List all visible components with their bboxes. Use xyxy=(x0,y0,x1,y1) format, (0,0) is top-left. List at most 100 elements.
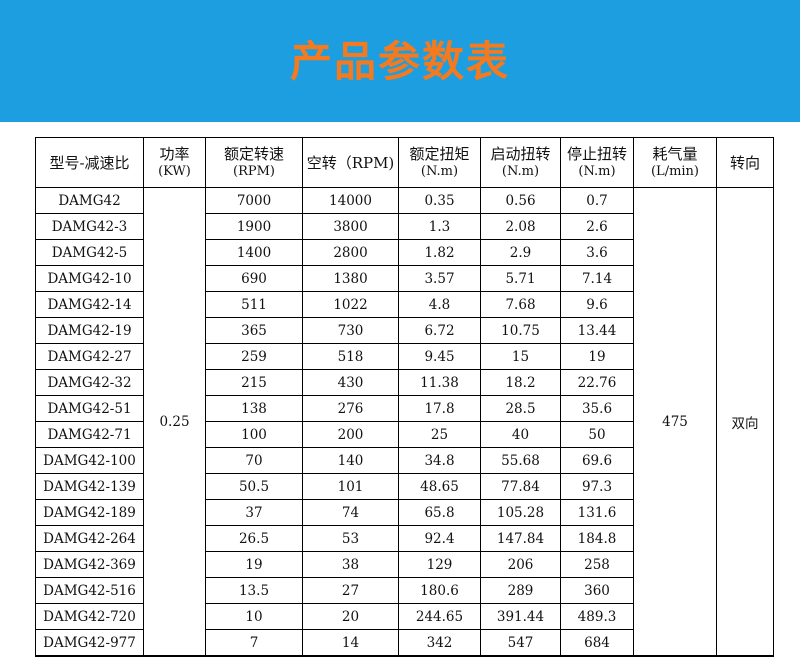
cell-start-torque: 391.44 xyxy=(480,603,561,630)
cell-model: DAMG42-3 xyxy=(35,213,144,240)
table-row: DAMG42-100 70 140 34.8 55.68 69.6 xyxy=(35,447,774,474)
cell-start-torque: 77.84 xyxy=(480,473,561,500)
cell-idle-speed: 14 xyxy=(302,629,399,657)
cell-start-torque: 15 xyxy=(480,343,561,370)
header-air-consumption: 耗气量 (L/min) xyxy=(633,137,717,188)
table-row: DAMG42 0.25 7000 14000 0.35 0.56 0.7 475 双向 xyxy=(35,187,774,657)
cell-idle-speed: 430 xyxy=(302,369,399,396)
cell-start-torque: 2.9 xyxy=(480,239,561,266)
cell-idle-speed: 1380 xyxy=(302,265,399,292)
cell-power: 0.25 xyxy=(143,187,206,657)
cell-model: DAMG42-10 xyxy=(35,265,144,292)
cell-stall-torque: 97.3 xyxy=(560,473,634,500)
cell-rated-torque: 1.82 xyxy=(398,239,481,266)
cell-stall-torque: 489.3 xyxy=(560,603,634,630)
cell-start-torque: 40 xyxy=(480,421,561,448)
header-unit: (N.m) xyxy=(420,163,459,179)
cell-stall-torque: 7.14 xyxy=(560,265,634,292)
cell-model: DAMG42-100 xyxy=(35,447,144,474)
cell-rated-torque: 3.57 xyxy=(398,265,481,292)
header-unit: (KW) xyxy=(158,163,191,179)
cell-idle-speed: 518 xyxy=(302,343,399,370)
cell-stall-torque: 50 xyxy=(560,421,634,448)
header-label: 空转（RPM) xyxy=(306,153,395,172)
cell-start-torque: 28.5 xyxy=(480,395,561,422)
cell-model: DAMG42-720 xyxy=(35,603,144,630)
header-banner xyxy=(0,0,800,122)
cell-start-torque: 5.71 xyxy=(480,265,561,292)
cell-stall-torque: 2.6 xyxy=(560,213,634,240)
table-row: DAMG42-977 7 14 342 547 684 xyxy=(35,629,774,657)
cell-rated-speed: 511 xyxy=(205,291,303,318)
header-label: 耗气量 xyxy=(652,144,698,163)
table-row: DAMG42-14 511 1022 4.8 7.68 9.6 xyxy=(35,291,774,318)
cell-model: DAMG42-5 xyxy=(35,239,144,266)
cell-idle-speed: 276 xyxy=(302,395,399,422)
cell-idle-speed: 38 xyxy=(302,551,399,578)
cell-rated-torque: 25 xyxy=(398,421,481,448)
cell-idle-speed: 730 xyxy=(302,317,399,344)
header-label: 额定转速 xyxy=(223,144,284,163)
cell-model: DAMG42-139 xyxy=(35,473,144,500)
cell-start-torque: 147.84 xyxy=(480,525,561,552)
cell-stall-torque: 22.76 xyxy=(560,369,634,396)
header-label: 功率 xyxy=(159,144,190,163)
header-rated-speed: 额定转速 (RPM) xyxy=(205,137,303,188)
header-rated-torque: 额定扭矩 (N.m) xyxy=(398,137,481,188)
cell-rated-torque: 34.8 xyxy=(398,447,481,474)
cell-rated-torque: 92.4 xyxy=(398,525,481,552)
cell-model: DAMG42-369 xyxy=(35,551,144,578)
cell-start-torque: 0.56 xyxy=(480,187,561,214)
cell-model: DAMG42-51 xyxy=(35,395,144,422)
cell-model: DAMG42 xyxy=(35,187,144,214)
cell-stall-torque: 131.6 xyxy=(560,499,634,526)
cell-rated-speed: 7 xyxy=(205,629,303,657)
cell-start-torque: 547 xyxy=(480,629,561,657)
cell-start-torque: 289 xyxy=(480,577,561,604)
cell-rated-torque: 244.65 xyxy=(398,603,481,630)
page-title: 产品参数表 xyxy=(289,37,510,86)
cell-rated-torque: 17.8 xyxy=(398,395,481,422)
cell-stall-torque: 13.44 xyxy=(560,317,634,344)
table-row: DAMG42-10 690 1380 3.57 5.71 7.14 xyxy=(35,265,774,292)
cell-model: DAMG42-32 xyxy=(35,369,144,396)
table-row: DAMG42-27 259 518 9.45 15 19 xyxy=(35,343,774,370)
header-label: 转向 xyxy=(729,153,760,172)
cell-model: DAMG42-189 xyxy=(35,499,144,526)
cell-rated-speed: 70 xyxy=(205,447,303,474)
table-row: DAMG42-5 1400 2800 1.82 2.9 3.6 xyxy=(35,239,774,266)
header-unit: (L/min) xyxy=(650,163,699,179)
cell-stall-torque: 69.6 xyxy=(560,447,634,474)
cell-model: DAMG42-14 xyxy=(35,291,144,318)
cell-idle-speed: 74 xyxy=(302,499,399,526)
cell-idle-speed: 53 xyxy=(302,525,399,552)
cell-idle-speed: 1022 xyxy=(302,291,399,318)
cell-model: DAMG42-977 xyxy=(35,629,144,657)
cell-idle-speed: 101 xyxy=(302,473,399,500)
table-row: DAMG42-32 215 430 11.38 18.2 22.76 xyxy=(35,369,774,396)
cell-rated-speed: 1400 xyxy=(205,239,303,266)
cell-direction: 双向 xyxy=(716,187,774,657)
cell-idle-speed: 20 xyxy=(302,603,399,630)
cell-rated-speed: 19 xyxy=(205,551,303,578)
cell-start-torque: 18.2 xyxy=(480,369,561,396)
cell-start-torque: 2.08 xyxy=(480,213,561,240)
cell-rated-speed: 7000 xyxy=(205,187,303,214)
cell-idle-speed: 27 xyxy=(302,577,399,604)
header-label: 停止扭转 xyxy=(566,144,627,163)
cell-stall-torque: 360 xyxy=(560,577,634,604)
header-model: 型号-减速比 xyxy=(35,137,144,188)
cell-stall-torque: 19 xyxy=(560,343,634,370)
cell-rated-speed: 10 xyxy=(205,603,303,630)
cell-air-consumption: 475 xyxy=(633,187,717,657)
cell-start-torque: 7.68 xyxy=(480,291,561,318)
header-unit: (N.m) xyxy=(501,163,540,179)
cell-rated-speed: 100 xyxy=(205,421,303,448)
cell-rated-torque: 342 xyxy=(398,629,481,657)
header-label: 启动扭转 xyxy=(490,144,551,163)
cell-rated-torque: 1.3 xyxy=(398,213,481,240)
cell-rated-speed: 138 xyxy=(205,395,303,422)
cell-rated-torque: 9.45 xyxy=(398,343,481,370)
cell-model: DAMG42-516 xyxy=(35,577,144,604)
cell-stall-torque: 0.7 xyxy=(560,187,634,214)
